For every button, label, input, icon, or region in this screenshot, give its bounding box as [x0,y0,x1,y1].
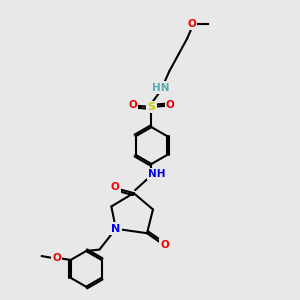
Text: NH: NH [148,169,166,179]
Text: S: S [148,102,155,112]
Text: HN: HN [152,82,169,93]
Text: O: O [52,254,61,263]
Text: O: O [160,239,169,250]
Text: O: O [128,100,137,110]
Text: O: O [111,182,119,192]
Text: N: N [111,224,120,234]
Text: O: O [187,19,196,29]
Text: O: O [166,100,175,110]
